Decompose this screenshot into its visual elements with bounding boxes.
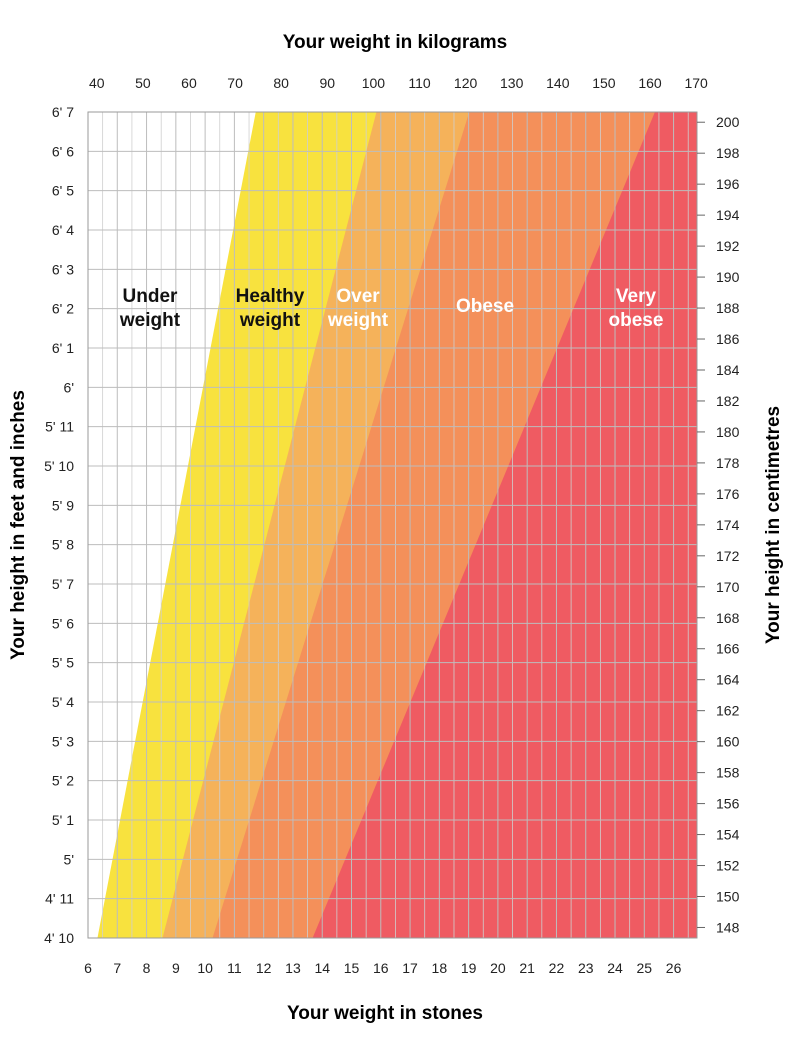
tick-stone: 25 (637, 960, 653, 976)
tick-cm: 166 (716, 641, 740, 657)
tick-stone: 6 (84, 960, 92, 976)
tick-kg: 160 (638, 75, 662, 91)
tick-kg: 100 (362, 75, 386, 91)
tick-height-ft: 5' 3 (52, 733, 74, 749)
x-top-axis-title: Your weight in kilograms (283, 32, 508, 53)
tick-kg: 120 (454, 75, 478, 91)
zone-label-healthy-weight: Healthy weight (236, 286, 305, 331)
tick-cm: 188 (716, 300, 740, 316)
tick-height-ft: 5' 9 (52, 497, 74, 513)
tick-height-ft: 5' 4 (52, 694, 74, 710)
zone-labels: Under weight Healthy weight Over weight Obese V… (119, 286, 664, 331)
grid-lines (87, 111, 698, 939)
zone-very-obese (312, 112, 697, 938)
tick-cm: 182 (716, 393, 740, 409)
tick-cm: 190 (716, 269, 740, 285)
tick-stone: 19 (461, 960, 477, 976)
tick-kg: 50 (135, 75, 151, 91)
tick-cm: 172 (716, 548, 740, 564)
tick-stone: 16 (373, 960, 389, 976)
tick-cm: 194 (716, 207, 740, 223)
axis-ticks: 40 50 60 70 80 90 100 110 120 130 140 150 160 170 6 7 8 9… (44, 75, 739, 976)
tick-cm: 184 (716, 362, 740, 378)
y-left-axis-title: Your height in feet and inches (8, 390, 29, 660)
tick-stone: 11 (227, 960, 242, 976)
tick-height-ft: 6' (64, 379, 74, 395)
zone-label-under-weight: Under weight (119, 286, 181, 331)
tick-stone: 26 (666, 960, 682, 976)
tick-kg: 40 (89, 75, 105, 91)
tick-cm: 148 (716, 919, 740, 935)
tick-stone: 7 (113, 960, 121, 976)
tick-height-ft: 5' 6 (52, 615, 74, 631)
tick-kg: 70 (227, 75, 243, 91)
tick-height-ft: 5' 5 (52, 655, 74, 671)
tick-cm: 192 (716, 238, 740, 254)
tick-stone: 13 (285, 960, 301, 976)
tick-kg: 140 (546, 75, 570, 91)
tick-cm: 158 (716, 765, 740, 781)
tick-stone: 9 (172, 960, 180, 976)
tick-cm: 186 (716, 331, 740, 347)
tick-kg: 90 (319, 75, 335, 91)
tick-kg: 170 (684, 75, 708, 91)
tick-kg: 60 (181, 75, 197, 91)
tick-height-ft: 6' 1 (52, 340, 74, 356)
tick-height-ft: 5' 8 (52, 537, 74, 553)
tick-cm: 174 (716, 517, 740, 533)
tick-cm: 162 (716, 703, 740, 719)
tick-height-ft: 5' 10 (44, 458, 74, 474)
tick-cm: 196 (716, 176, 740, 192)
tick-height-ft: 5' (64, 851, 74, 867)
zone-label-very-obese: Very obese (609, 286, 664, 331)
tick-cm: 178 (716, 455, 740, 471)
tick-cm: 180 (716, 424, 740, 440)
tick-cm: 164 (716, 672, 740, 688)
tick-stone: 20 (490, 960, 506, 976)
tick-stone: 23 (578, 960, 594, 976)
tick-stone: 21 (519, 960, 535, 976)
tick-height-ft: 5' 2 (52, 773, 74, 789)
tick-stone: 24 (607, 960, 623, 976)
tick-kg: 110 (408, 75, 431, 91)
tick-stone: 8 (143, 960, 151, 976)
tick-height-ft: 6' 2 (52, 301, 74, 317)
x-bottom-axis-title: Your weight in stones (287, 1003, 483, 1024)
tick-cm: 170 (716, 579, 740, 595)
tick-height-ft: 5' 11 (45, 419, 74, 435)
tick-cm: 152 (716, 858, 740, 874)
tick-cm: 160 (716, 734, 740, 750)
tick-cm: 176 (716, 486, 740, 502)
tick-stone: 17 (402, 960, 418, 976)
y-right-axis-title: Your height in centimetres (763, 406, 784, 644)
tick-kg: 150 (592, 75, 616, 91)
zone-label-obese: Obese (456, 296, 514, 317)
tick-height-ft: 6' 3 (52, 261, 74, 277)
tick-height-ft: 4' 10 (44, 930, 74, 946)
tick-height-ft: 4' 11 (45, 891, 74, 907)
tick-height-ft: 6' 6 (52, 143, 74, 159)
tick-stone: 14 (314, 960, 330, 976)
tick-cm: 200 (716, 114, 740, 130)
tick-cm: 154 (716, 827, 740, 843)
tick-stone: 15 (344, 960, 360, 976)
tick-stone: 18 (432, 960, 448, 976)
tick-kg: 130 (500, 75, 524, 91)
tick-stone: 10 (197, 960, 213, 976)
zone-label-over-weight: Over weight (327, 286, 389, 331)
tick-height-ft: 5' 1 (52, 812, 74, 828)
tick-height-ft: 5' 7 (52, 576, 74, 592)
tick-height-ft: 6' 4 (52, 222, 74, 238)
tick-height-ft: 6' 7 (52, 104, 74, 120)
tick-height-ft: 6' 5 (52, 183, 74, 199)
tick-stone: 22 (549, 960, 565, 976)
tick-stone: 12 (256, 960, 272, 976)
tick-cm: 156 (716, 796, 740, 812)
tick-cm: 168 (716, 610, 740, 626)
tick-cm: 150 (716, 888, 740, 904)
bmi-zones (88, 112, 697, 938)
tick-kg: 80 (273, 75, 289, 91)
tick-cm: 198 (716, 145, 740, 161)
